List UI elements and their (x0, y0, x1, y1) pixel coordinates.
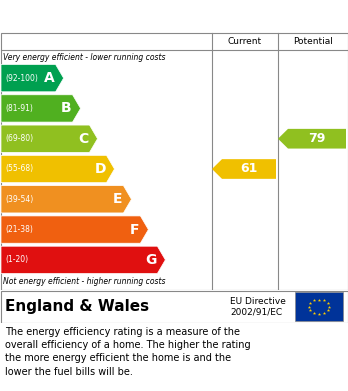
Text: The energy efficiency rating is a measure of the
overall efficiency of a home. T: The energy efficiency rating is a measur… (5, 327, 251, 377)
Polygon shape (1, 125, 97, 152)
Text: (55-68): (55-68) (5, 165, 33, 174)
Polygon shape (1, 155, 114, 183)
Text: (39-54): (39-54) (5, 195, 33, 204)
Text: England & Wales: England & Wales (5, 299, 149, 314)
Text: Current: Current (228, 36, 262, 45)
Text: B: B (61, 101, 72, 115)
Text: Energy Efficiency Rating: Energy Efficiency Rating (10, 7, 239, 25)
Text: Very energy efficient - lower running costs: Very energy efficient - lower running co… (3, 53, 166, 62)
Text: (92-100): (92-100) (5, 74, 38, 83)
Text: F: F (130, 222, 139, 237)
Text: (69-80): (69-80) (5, 134, 33, 143)
Text: Potential: Potential (293, 36, 333, 45)
Text: C: C (78, 132, 89, 146)
Text: D: D (95, 162, 106, 176)
Polygon shape (1, 95, 80, 122)
Polygon shape (1, 65, 64, 92)
Text: (1-20): (1-20) (5, 255, 28, 264)
Polygon shape (1, 216, 148, 243)
Bar (295, 292, 343, 321)
Text: (21-38): (21-38) (5, 225, 33, 234)
Polygon shape (1, 186, 132, 213)
Text: 61: 61 (240, 163, 258, 176)
Text: EU Directive
2002/91/EC: EU Directive 2002/91/EC (230, 297, 286, 316)
Text: G: G (146, 253, 157, 267)
Polygon shape (278, 129, 346, 149)
Text: E: E (113, 192, 122, 206)
Polygon shape (212, 159, 276, 179)
Text: 79: 79 (308, 132, 326, 145)
Text: Not energy efficient - higher running costs: Not energy efficient - higher running co… (3, 277, 166, 286)
Polygon shape (1, 246, 165, 273)
Text: (81-91): (81-91) (5, 104, 33, 113)
Text: A: A (44, 71, 55, 85)
